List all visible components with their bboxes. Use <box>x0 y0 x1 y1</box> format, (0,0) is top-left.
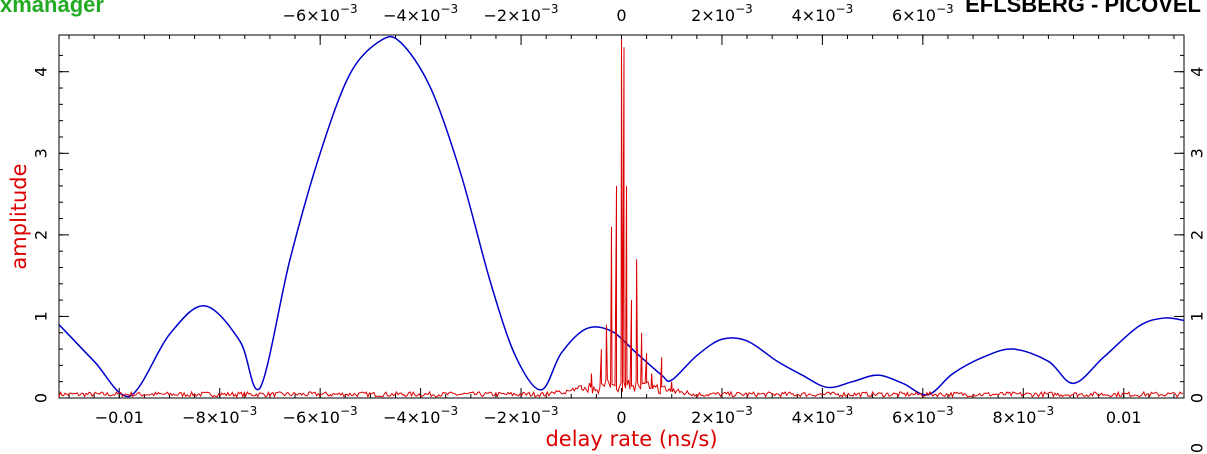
x-tick-label: 0.01 <box>1106 408 1142 427</box>
x-tick-label: −0.01 <box>95 408 144 427</box>
left-title: xmanager <box>0 0 104 17</box>
x-tick-label: 8×10−3 <box>992 404 1054 427</box>
top-tick-label: 2×10−3 <box>691 2 753 25</box>
x-tick-label: −6×10−3 <box>283 404 358 427</box>
y-tick-label: 4 <box>32 67 51 77</box>
y-tick-label-right: 4 <box>1188 67 1207 77</box>
x-tick-label: −8×10−3 <box>182 404 257 427</box>
right-title: EFLSBERG - PICOVEL <box>965 0 1201 17</box>
x-tick-label: 0 <box>616 408 626 427</box>
y-tick-label: 1 <box>32 311 51 321</box>
y-tick-label-right: 2 <box>1188 230 1207 240</box>
top-tick-label: 6×10−3 <box>892 2 954 25</box>
top-tick-label: −2×10−3 <box>484 2 559 25</box>
x-axis-label: delay rate (ns/s) <box>545 427 717 451</box>
y-tick-label: 2 <box>32 230 51 240</box>
top-tick-label: −4×10−3 <box>383 2 458 25</box>
y-tick-label-right: 3 <box>1188 148 1207 158</box>
x-tick-label: 6×10−3 <box>892 404 954 427</box>
y-tick-label: 3 <box>32 148 51 158</box>
x-tick-label: −4×10−3 <box>383 404 458 427</box>
top-tick-label: 0 <box>616 6 626 25</box>
top-tick-label: −6×10−3 <box>283 2 358 25</box>
y-axis-label: amplitude <box>7 163 31 269</box>
y-tick-label: 0 <box>32 393 51 403</box>
y-tick-label-right: 0 <box>1188 393 1207 403</box>
y-tick-label-right: 1 <box>1188 311 1207 321</box>
x-tick-label: −2×10−3 <box>484 404 559 427</box>
x-tick-label: 4×10−3 <box>792 404 854 427</box>
blue-series-line <box>58 35 1185 398</box>
top-tick-label: 4×10−3 <box>792 2 854 25</box>
right-axis-extra-label: 0 <box>1188 443 1207 453</box>
red-series-line <box>58 39 1184 399</box>
x-tick-label: 2×10−3 <box>691 404 753 427</box>
